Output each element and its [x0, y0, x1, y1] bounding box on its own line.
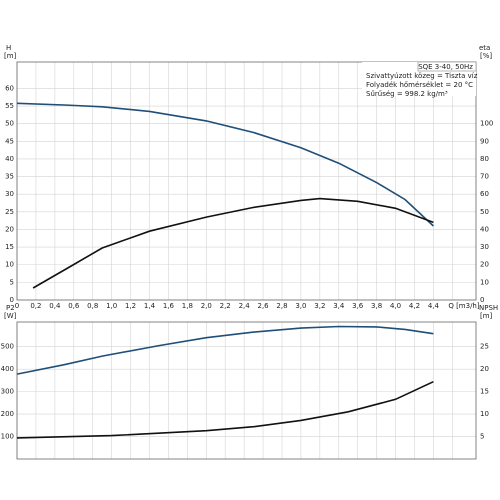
y2-tick-label: 60 [480, 190, 489, 198]
y2-tick-label: 20 [480, 261, 489, 269]
x-tick-label: 0 [15, 302, 19, 310]
x-tick-label: 0,2 [30, 302, 41, 310]
y-tick-label: 40 [5, 155, 14, 163]
y-axis-unit: [W] [4, 312, 17, 320]
y-axis-label: H [6, 44, 11, 52]
x-tick-label: 1,6 [163, 302, 175, 310]
y-axis-label: P2 [6, 304, 15, 312]
y2-tick-label: 0 [480, 296, 484, 304]
y2-axis-label: eta [479, 44, 490, 52]
info-title-box [417, 61, 477, 72]
y-tick-label: 55 [5, 102, 14, 110]
x-tick-label: 1,2 [125, 302, 136, 310]
plot-frame [16, 321, 477, 460]
x-tick-label: 3,0 [295, 302, 306, 310]
x-tick-label: 3,2 [314, 302, 325, 310]
y-tick-label: 30 [5, 190, 14, 198]
y2-axis-label: NPSH [479, 304, 498, 312]
y-tick-label: 50 [5, 120, 14, 128]
y-tick-label: 100 [1, 433, 14, 441]
x-tick-label: 4,2 [409, 302, 420, 310]
y2-tick-label: 70 [480, 173, 489, 181]
y2-tick-label: 10 [480, 278, 489, 286]
y-tick-label: 500 [1, 343, 14, 351]
y2-axis-unit: [m] [480, 312, 493, 320]
x-tick-label: 1,4 [144, 302, 156, 310]
x-tick-label: 2,0 [201, 302, 212, 310]
x-tick-label: 0,4 [49, 302, 61, 310]
y-tick-label: 25 [5, 208, 14, 216]
y-tick-label: 45 [5, 137, 14, 145]
x-tick-label: 2,2 [220, 302, 231, 310]
y2-tick-label: 40 [480, 225, 489, 233]
curve [16, 325, 434, 375]
y2-tick-label: 30 [480, 243, 489, 251]
info-text: Szivattyúzott közeg = Tiszta víz [366, 72, 478, 80]
x-axis-label: Q [m3/h] [448, 302, 480, 310]
y2-tick-label: 10 [480, 410, 489, 418]
info-text: Sűrűség = 998.2 kg/m³ [366, 89, 448, 98]
x-tick-label: 3,6 [352, 302, 364, 310]
y-tick-label: 0 [10, 296, 14, 304]
x-tick-label: 0,8 [87, 302, 98, 310]
y2-tick-label: 80 [480, 155, 489, 163]
y2-tick-label: 90 [480, 137, 489, 145]
y2-tick-label: 50 [480, 208, 489, 216]
y2-tick-label: 25 [480, 343, 489, 351]
x-tick-label: 4,4 [428, 302, 440, 310]
y2-tick-label: 20 [480, 365, 489, 373]
y-tick-label: 15 [5, 243, 14, 251]
curve [16, 380, 434, 439]
plot-frame [16, 61, 477, 301]
y-tick-label: 200 [1, 410, 14, 418]
x-tick-label: 0,6 [68, 302, 80, 310]
y2-axis-unit: [%] [480, 52, 492, 60]
info-text: SQE 3-40, 50Hz [418, 63, 473, 71]
x-tick-label: 1,0 [106, 302, 117, 310]
y2-tick-label: 100 [480, 120, 493, 128]
y-tick-label: 20 [5, 225, 14, 233]
y-tick-label: 10 [5, 261, 14, 269]
curve [32, 197, 434, 289]
x-tick-label: 1,8 [182, 302, 193, 310]
y2-tick-label: 15 [480, 388, 489, 396]
info-text: Folyadék hőmérséklet = 20 °C [366, 80, 473, 89]
y-tick-label: 300 [1, 388, 14, 396]
y-axis-unit: [m] [4, 52, 17, 60]
x-tick-label: 3,8 [371, 302, 382, 310]
x-tick-label: 2,4 [239, 302, 251, 310]
y-tick-label: 60 [5, 84, 14, 92]
y-tick-label: 400 [1, 365, 14, 373]
curve [16, 102, 434, 227]
x-tick-label: 2,8 [276, 302, 287, 310]
x-tick-label: 4,0 [390, 302, 401, 310]
x-tick-label: 2,6 [257, 302, 269, 310]
y2-tick-label: 5 [480, 433, 484, 441]
y-tick-label: 5 [10, 278, 14, 286]
x-tick-label: 3,4 [333, 302, 345, 310]
y-tick-label: 35 [5, 173, 14, 181]
